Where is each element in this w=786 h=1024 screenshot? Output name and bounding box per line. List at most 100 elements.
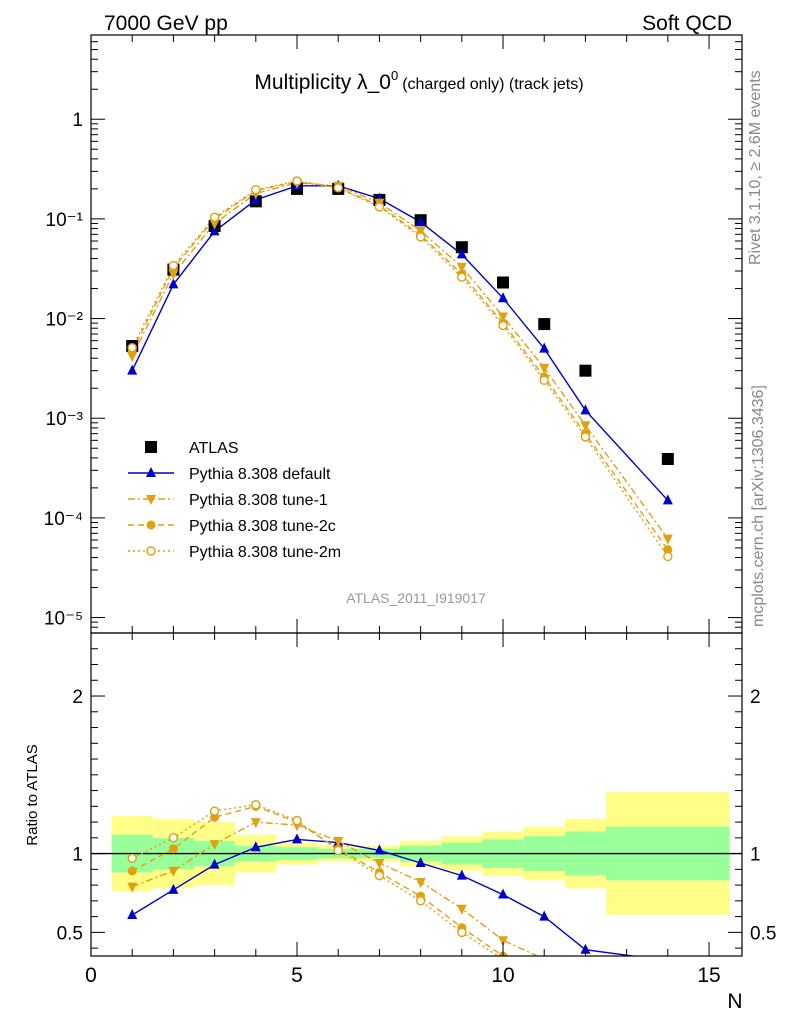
ratio-point-s0-2 [209, 858, 220, 869]
xtick-label: 10 [491, 964, 514, 987]
ratio-point-s0-1 [168, 883, 179, 894]
legend-marker-4 [146, 546, 156, 556]
point-s0-12 [661, 452, 674, 465]
ratio-ytick-label-right: 0.5 [750, 923, 776, 944]
ratio-ytick-label: 1 [72, 845, 83, 866]
header-right: Soft QCD [642, 12, 732, 35]
ratio-point-s2-1 [168, 844, 178, 854]
point-s4-2 [209, 212, 220, 222]
ratio-point-s1-2 [209, 840, 220, 851]
ratio-point-s3-1 [168, 833, 179, 843]
point-s0-10 [538, 318, 551, 331]
ratio-point-s3-4 [292, 815, 302, 826]
point-s4-11 [580, 432, 591, 442]
main-ytick-label: 10⁻⁴ [44, 509, 83, 530]
point-s2-12 [662, 534, 673, 545]
point-s1-10 [539, 342, 550, 353]
xtick-label: 0 [85, 964, 97, 987]
legend-label-0: ATLAS [189, 440, 239, 457]
ratio-point-s0-0 [127, 909, 138, 920]
ratio-point-s3-7 [415, 896, 426, 906]
point-s2-11 [580, 421, 591, 432]
mcplots-label: mcplots.cern.ch [arXiv:1306.3436] [750, 385, 767, 627]
point-s3-12 [663, 545, 673, 555]
ratio-frame [90, 632, 743, 957]
ratio-point-s0-4 [292, 833, 303, 844]
ratio-plot-panel: 0.5 0.5 1 1 2 2 0 5 10 15 [57, 632, 776, 987]
point-s4-10 [539, 375, 549, 386]
ratio-point-s0-10 [539, 910, 550, 921]
point-s4-9 [498, 320, 508, 331]
ratio-point-s0-7 [415, 857, 426, 868]
legend-marker-0 [145, 441, 157, 453]
ratio-point-s1-8 [456, 904, 467, 915]
point-s1-8 [456, 248, 467, 259]
ratio-point-s1-0 [127, 882, 138, 893]
main-ytick-label: 10⁻⁵ [44, 609, 83, 630]
ratio-ytick-label: 2 [72, 687, 83, 708]
main-ytick-label: 10⁻² [46, 310, 84, 331]
point-s4-8 [457, 272, 467, 282]
ratio-point-s0-11 [580, 943, 591, 954]
point-s4-4 [292, 176, 302, 186]
point-s4-1 [168, 260, 179, 271]
ratio-point-s3-8 [457, 927, 467, 938]
point-s0-8 [455, 241, 468, 254]
header-left: 7000 GeV pp [104, 12, 228, 35]
ratio-point-s1-9 [498, 936, 509, 947]
point-s1-2 [209, 225, 220, 236]
ratio-point-s0-8 [456, 869, 467, 880]
main-series-group [126, 176, 674, 562]
xtick-label: 5 [291, 964, 303, 987]
ratio-series-group [91, 792, 742, 956]
ratio-point-s1-1 [168, 866, 179, 877]
ratio-ytick-label-right: 2 [750, 687, 761, 708]
main-plot-panel: 10⁻⁵ 10⁻⁴ 10⁻³ 10⁻² 10⁻¹ 1 [44, 34, 743, 634]
ratio-ytick-label: 0.5 [57, 923, 83, 944]
ratio-point-s1-3 [250, 818, 261, 829]
x-axis-label: N [727, 990, 742, 1013]
legend-marker-2 [146, 495, 156, 505]
point-s4-0 [127, 343, 137, 353]
chart-title: Multiplicity λ_00(charged only) (track j… [254, 68, 583, 94]
point-s1-11 [580, 404, 591, 415]
ratio-point-s1-6 [374, 859, 385, 870]
point-s4-5 [333, 183, 343, 193]
point-s2-8 [456, 262, 467, 273]
point-s2-9 [498, 312, 509, 323]
ratio-point-s3-5 [333, 845, 343, 856]
point-s4-3 [251, 185, 261, 195]
ratio-point-s3-3 [251, 800, 261, 810]
ratio-point-s0-3 [250, 841, 261, 852]
point-s1-12 [662, 494, 673, 505]
point-s4-7 [415, 232, 426, 242]
legend-marker-3 [146, 520, 156, 530]
rivet-label: Rivet 3.1.10, ≥ 2.6M events [747, 70, 764, 265]
ratio-point-s0-6 [374, 844, 385, 855]
ratio-point-s3-0 [127, 853, 137, 864]
legend-label-1: Pythia 8.308 default [189, 466, 331, 483]
point-s4-12 [663, 551, 673, 562]
point-s2-10 [539, 363, 550, 374]
xtick-label: 15 [697, 964, 720, 987]
main-ytick-label: 10⁻¹ [46, 210, 84, 231]
point-s1-0 [127, 364, 138, 375]
ratio-point-s3-2 [209, 806, 220, 816]
analysis-watermark: ATLAS_2011_I919017 [346, 590, 486, 606]
ratio-point-s1-5 [333, 836, 344, 847]
ratio-point-s3-6 [374, 870, 385, 881]
ratio-point-s1-7 [415, 877, 426, 888]
series-line-2 [131, 182, 669, 540]
point-s0-9 [497, 276, 510, 289]
point-s1-9 [498, 292, 509, 303]
ratio-y-axis-label: Ratio to ATLAS [24, 744, 41, 845]
point-s2-1 [168, 269, 179, 280]
point-s4-6 [374, 202, 385, 212]
point-s1-1 [168, 278, 179, 289]
main-ytick-label: 1 [72, 110, 83, 131]
legend-label-4: Pythia 8.308 tune-2m [189, 544, 341, 561]
ratio-ytick-label-right: 1 [750, 845, 761, 866]
point-s1-7 [415, 216, 426, 227]
legend-label-2: Pythia 8.308 tune-1 [189, 492, 328, 509]
